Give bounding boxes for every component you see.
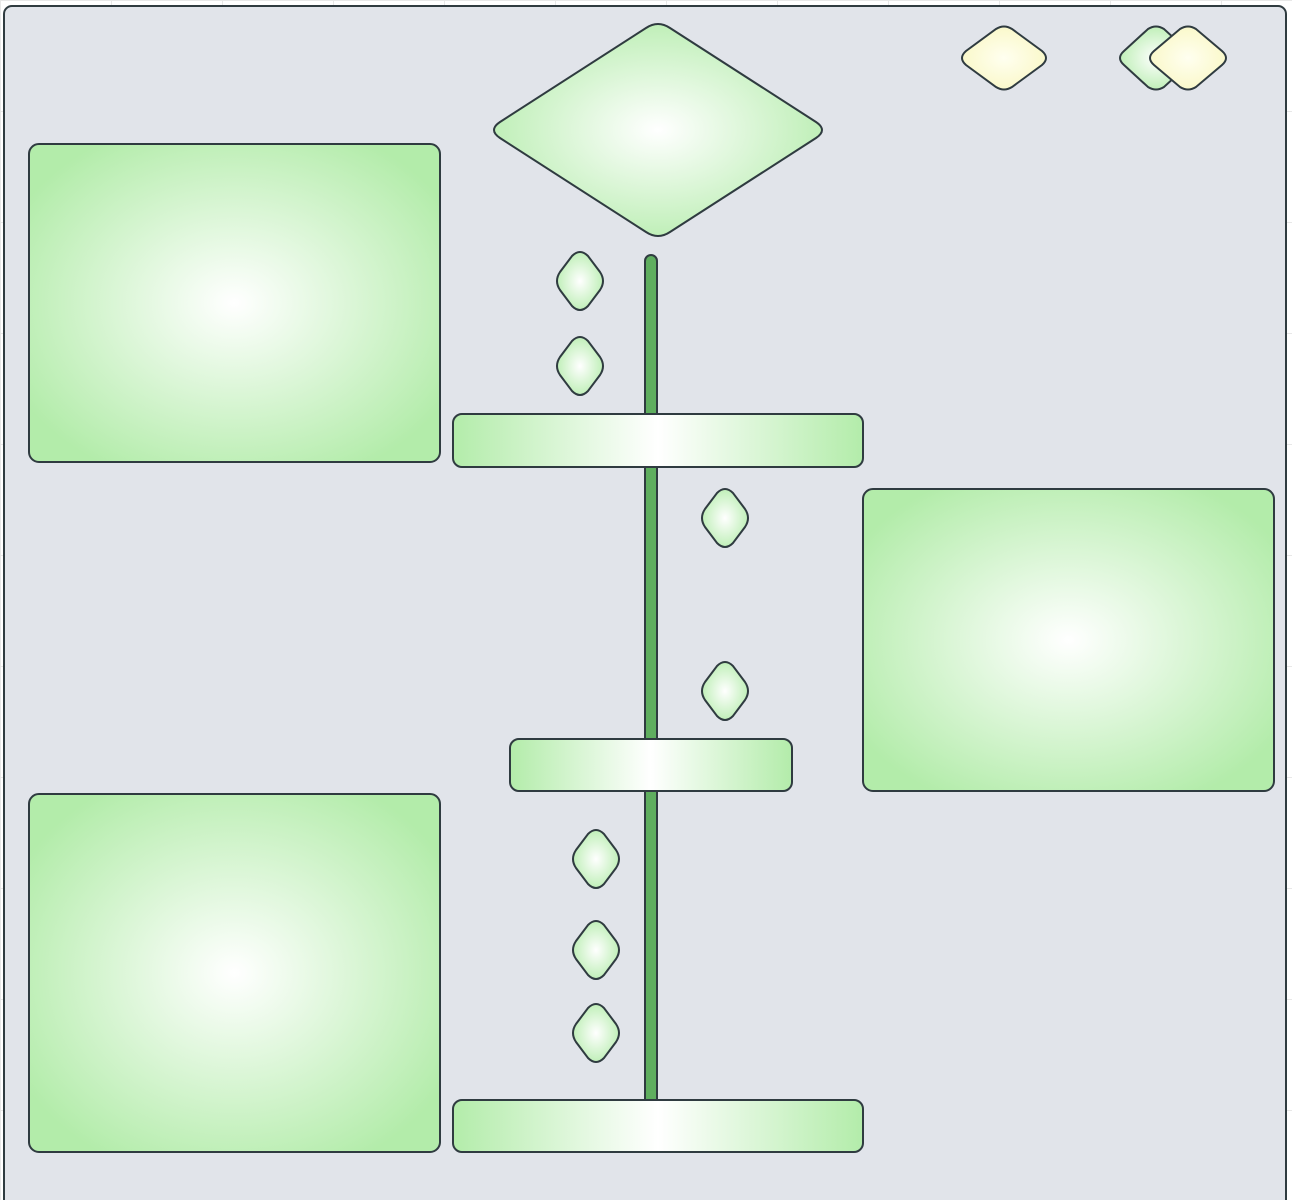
guard-diamond-2[interactable] — [556, 336, 604, 396]
sync-bar-1[interactable] — [452, 413, 864, 468]
main-flow-line[interactable] — [644, 254, 658, 1106]
legend-decision-yellow[interactable] — [961, 25, 1047, 91]
guard-diamond-7[interactable] — [572, 1003, 620, 1063]
guard-diamond-3[interactable] — [701, 488, 749, 548]
guard-diamond-1[interactable] — [556, 251, 604, 311]
start-decision-diamond[interactable] — [493, 23, 823, 237]
activity-top-left[interactable] — [28, 143, 441, 463]
guard-diamond-5[interactable] — [572, 829, 620, 889]
sync-bar-3[interactable] — [452, 1099, 864, 1153]
guard-diamond-6[interactable] — [572, 920, 620, 980]
legend-decision-yellow-front[interactable] — [1149, 25, 1227, 91]
sync-bar-2[interactable] — [509, 738, 793, 792]
guard-diamond-4[interactable] — [701, 661, 749, 721]
activity-bottom-left[interactable] — [28, 793, 441, 1153]
activity-right[interactable] — [862, 488, 1275, 792]
